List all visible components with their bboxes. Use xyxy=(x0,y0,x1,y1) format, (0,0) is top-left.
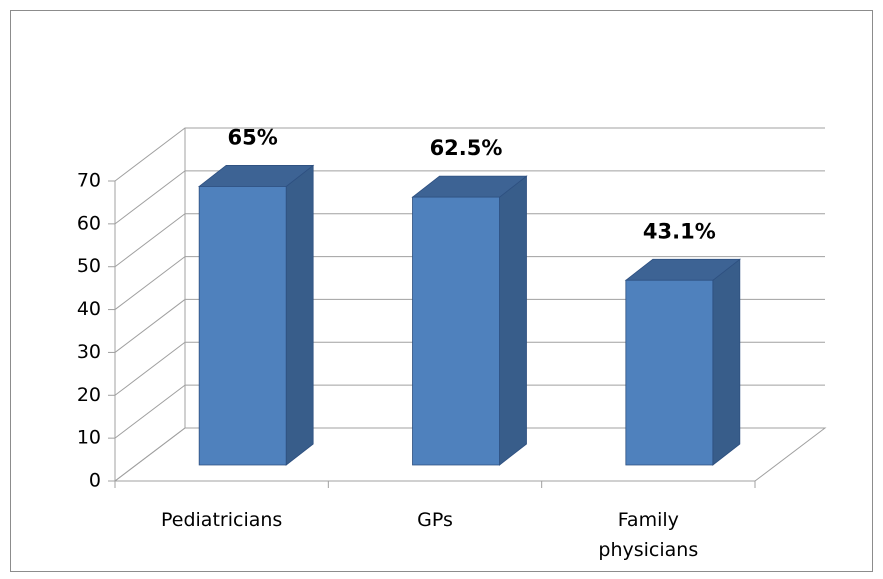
y-tick-label: 30 xyxy=(77,341,101,363)
y-tick-label: 60 xyxy=(77,212,101,234)
grid-line xyxy=(114,427,825,482)
value-label: 65% xyxy=(228,125,278,149)
bar-front xyxy=(412,196,500,466)
bar-side xyxy=(285,164,314,466)
x-tick-label: GPs xyxy=(417,509,453,531)
value-label: 43.1% xyxy=(643,219,716,243)
y-tick-label: 10 xyxy=(77,427,101,449)
bar-side xyxy=(499,175,527,466)
y-tick-label: 50 xyxy=(77,255,101,277)
grid-line xyxy=(114,384,825,439)
grid-line xyxy=(114,298,825,353)
grid-line xyxy=(114,127,825,182)
grid-line xyxy=(114,256,825,310)
x-tick-label: Family physicians xyxy=(598,509,699,561)
grid-line xyxy=(114,341,825,396)
bar xyxy=(198,164,315,466)
bar xyxy=(624,258,741,466)
bar xyxy=(411,175,528,466)
y-tick-label: 0 xyxy=(89,470,101,492)
grid-line xyxy=(114,170,825,225)
y-tick-label: 20 xyxy=(77,384,101,406)
value-label: 62.5% xyxy=(430,136,503,160)
bar-side xyxy=(712,258,741,466)
grid-line xyxy=(114,213,825,268)
y-tick-label: 70 xyxy=(77,170,101,192)
bar-front xyxy=(625,279,714,466)
y-tick-label: 40 xyxy=(77,298,101,320)
bar-front xyxy=(198,186,287,466)
x-tick-label: Pediatricians xyxy=(161,509,283,531)
